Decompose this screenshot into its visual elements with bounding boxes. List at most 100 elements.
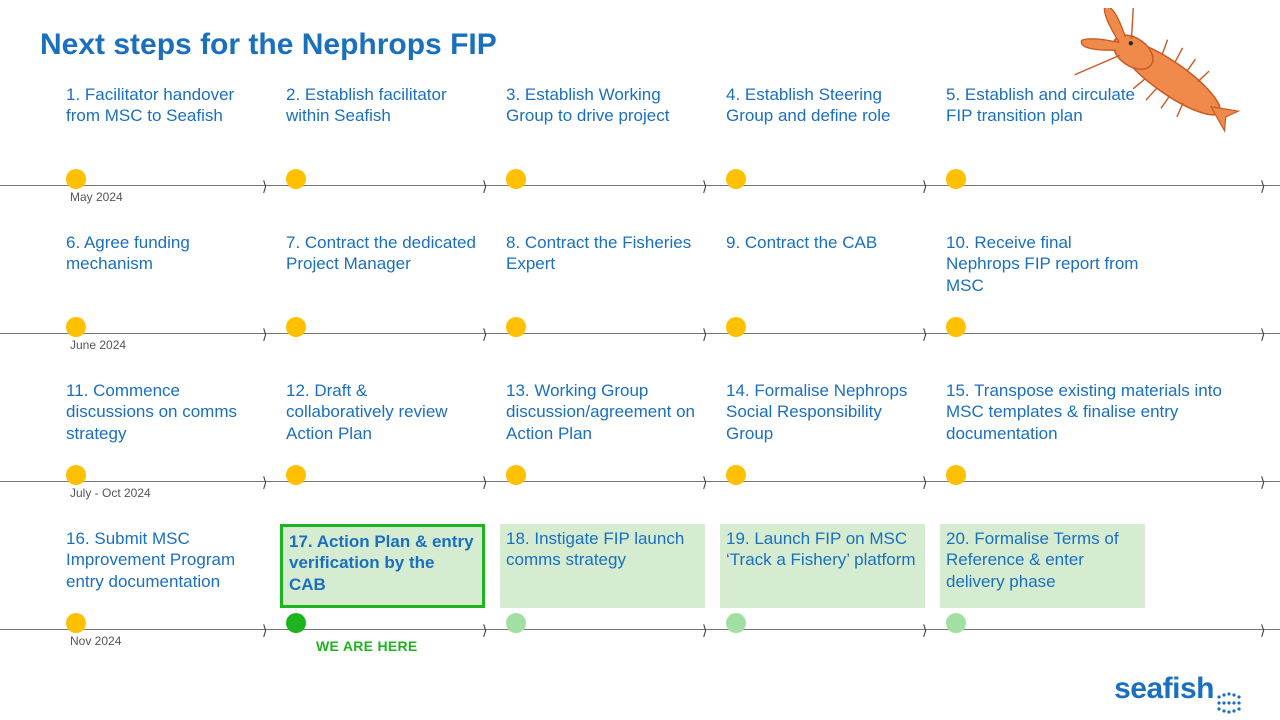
date-label: July - Oct 2024 [70, 486, 151, 500]
step-label: 17. Action Plan & entry verification by … [280, 524, 485, 608]
step-label: 11. Commence discussions on comms strate… [60, 376, 265, 460]
seafish-logo: seafish [1114, 672, 1240, 706]
chevron-right-icon: ⟩ [1260, 622, 1265, 638]
chevron-right-icon: ⟩ [262, 622, 267, 638]
chevron-right-icon: ⟩ [482, 474, 487, 490]
timeline-row: ⟩⟩⟩⟩⟩Nov 202416. Submit MSC Improvement … [40, 524, 1240, 672]
step-label: 5. Establish and circulate FIP transitio… [940, 80, 1145, 164]
timeline-step: 8. Contract the Fisheries Expert [500, 228, 705, 312]
chevron-right-icon: ⟩ [922, 326, 927, 342]
timeline-line: ⟩ ⟩ ⟩ ⟩ ⟩ [0, 474, 1280, 490]
timeline-step: 10. Receive final Nephrops FIP report fr… [940, 228, 1145, 312]
step-label: 1. Facilitator handover from MSC to Seaf… [60, 80, 265, 164]
timeline-step: 18. Instigate FIP launch comms strategy [500, 524, 705, 608]
slide: Next steps for the Nephrops FIP ⟩ ⟩ ⟩ ⟩ ⟩ May… [0, 0, 1280, 720]
timeline-line: ⟩ ⟩ ⟩ ⟩ ⟩ [0, 622, 1280, 638]
we-are-here-label: WE ARE HERE [316, 638, 418, 654]
step-label: 15. Transpose existing materials into MS… [940, 376, 1240, 460]
timeline-step: 9. Contract the CAB [720, 228, 925, 312]
timeline-step: 1. Facilitator handover from MSC to Seaf… [60, 80, 265, 164]
chevron-right-icon: ⟩ [262, 178, 267, 194]
chevron-right-icon: ⟩ [262, 474, 267, 490]
chevron-right-icon: ⟩ [922, 474, 927, 490]
timeline-step: 15. Transpose existing materials into MS… [940, 376, 1240, 460]
timeline-step: 7. Contract the dedicated Project Manage… [280, 228, 485, 312]
step-label: 16. Submit MSC Improvement Program entry… [60, 524, 265, 608]
step-label: 7. Contract the dedicated Project Manage… [280, 228, 485, 312]
chevron-right-icon: ⟩ [482, 178, 487, 194]
step-label: 20. Formalise Terms of Reference & enter… [940, 524, 1145, 608]
timeline-step: 3. Establish Working Group to drive proj… [500, 80, 705, 164]
step-label: 6. Agree funding mechanism [60, 228, 265, 312]
timeline-rows: ⟩ ⟩ ⟩ ⟩ ⟩ May 2024 1. Facilitator handover fro… [40, 80, 1240, 672]
timeline-dot [66, 169, 86, 189]
step-label: 8. Contract the Fisheries Expert [500, 228, 705, 312]
step-label: 10. Receive final Nephrops FIP report fr… [940, 228, 1145, 312]
timeline-dot [946, 465, 966, 485]
timeline-dot [286, 465, 306, 485]
timeline-dot [66, 465, 86, 485]
timeline-step: 17. Action Plan & entry verification by … [280, 524, 485, 608]
step-label: 19. Launch FIP on MSC ‘Track a Fishery’ … [720, 524, 925, 608]
timeline-dot [506, 317, 526, 337]
page-title: Next steps for the Nephrops FIP [40, 28, 1240, 62]
hline [0, 629, 1280, 630]
chevron-right-icon: ⟩ [702, 474, 707, 490]
date-label: May 2024 [70, 190, 123, 204]
timeline-dot [726, 613, 746, 633]
timeline-row: ⟩⟩⟩⟩⟩May 20241. Facilitator handover fro… [40, 80, 1240, 228]
step-label: 12. Draft & collaboratively review Actio… [280, 376, 485, 460]
chevron-right-icon: ⟩ [1260, 326, 1265, 342]
step-label: 13. Working Group discussion/agreement o… [500, 376, 705, 460]
chevron-right-icon: ⟩ [922, 622, 927, 638]
chevron-right-icon: ⟩ [482, 622, 487, 638]
timeline-step: 12. Draft & collaboratively review Actio… [280, 376, 485, 460]
timeline-step: 20. Formalise Terms of Reference & enter… [940, 524, 1145, 608]
date-label: Nov 2024 [70, 634, 121, 648]
timeline-dot [286, 169, 306, 189]
timeline-line: ⟩ ⟩ ⟩ ⟩ ⟩ [0, 178, 1280, 194]
timeline-step: 5. Establish and circulate FIP transitio… [940, 80, 1145, 164]
chevron-right-icon: ⟩ [702, 326, 707, 342]
timeline-dot [506, 169, 526, 189]
date-label: June 2024 [70, 338, 126, 352]
timeline-dot [66, 317, 86, 337]
chevron-right-icon: ⟩ [1260, 178, 1265, 194]
step-label: 9. Contract the CAB [720, 228, 925, 312]
timeline-step: 13. Working Group discussion/agreement o… [500, 376, 705, 460]
step-label: 14. Formalise Nephrops Social Responsibi… [720, 376, 925, 460]
step-label: 3. Establish Working Group to drive proj… [500, 80, 705, 164]
timeline-step: 11. Commence discussions on comms strate… [60, 376, 265, 460]
hline [0, 333, 1280, 334]
step-label: 4. Establish Steering Group and define r… [720, 80, 925, 164]
timeline-dot [286, 317, 306, 337]
timeline-dot [726, 317, 746, 337]
step-label: 2. Establish facilitator within Seafish [280, 80, 485, 164]
timeline-dot [66, 613, 86, 633]
timeline-step: 2. Establish facilitator within Seafish [280, 80, 485, 164]
timeline-dot [286, 613, 306, 633]
chevron-right-icon: ⟩ [482, 326, 487, 342]
timeline-dot [946, 169, 966, 189]
chevron-right-icon: ⟩ [1260, 474, 1265, 490]
chevron-right-icon: ⟩ [702, 622, 707, 638]
chevron-right-icon: ⟩ [262, 326, 267, 342]
timeline-step: 19. Launch FIP on MSC ‘Track a Fishery’ … [720, 524, 925, 608]
timeline-row: ⟩⟩⟩⟩⟩June 20246. Agree funding mechanism… [40, 228, 1240, 376]
timeline-step: 14. Formalise Nephrops Social Responsibi… [720, 376, 925, 460]
chevron-right-icon: ⟩ [702, 178, 707, 194]
timeline-step: 16. Submit MSC Improvement Program entry… [60, 524, 265, 608]
logo-text: seafish [1114, 672, 1214, 705]
hline [0, 185, 1280, 186]
step-label: 18. Instigate FIP launch comms strategy [500, 524, 705, 608]
timeline-dot [506, 613, 526, 633]
timeline-dot [946, 613, 966, 633]
hline [0, 481, 1280, 482]
timeline-row: ⟩⟩⟩⟩⟩July - Oct 202411. Commence discuss… [40, 376, 1240, 524]
timeline-dot [506, 465, 526, 485]
timeline-dot [726, 465, 746, 485]
timeline-step: 6. Agree funding mechanism [60, 228, 265, 312]
timeline-dot [726, 169, 746, 189]
timeline-step: 4. Establish Steering Group and define r… [720, 80, 925, 164]
chevron-right-icon: ⟩ [922, 178, 927, 194]
